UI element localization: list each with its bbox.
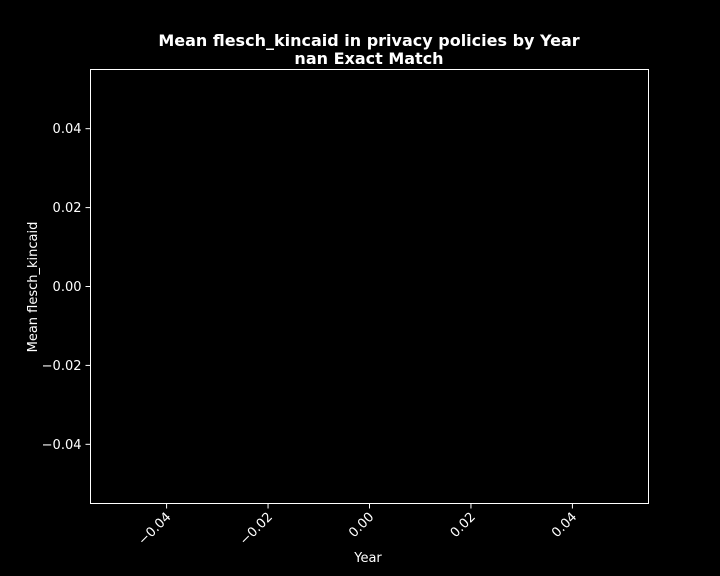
y-axis: 0.04 0.02 0.00 −0.02 −0.04	[42, 122, 91, 453]
chart-title: Mean flesch_kincaid in privacy policies …	[158, 31, 579, 50]
y-tick-label: 0.04	[53, 122, 82, 137]
y-axis-label: Mean flesch_kincaid	[26, 222, 41, 353]
y-tick-label: 0.00	[53, 280, 82, 295]
y-tick-label: 0.02	[53, 201, 82, 216]
chart-subtitle: nan Exact Match	[294, 49, 443, 68]
y-tick-label: −0.02	[42, 359, 82, 374]
y-tick-label: −0.04	[42, 438, 82, 453]
x-axis-label: Year	[353, 551, 382, 566]
